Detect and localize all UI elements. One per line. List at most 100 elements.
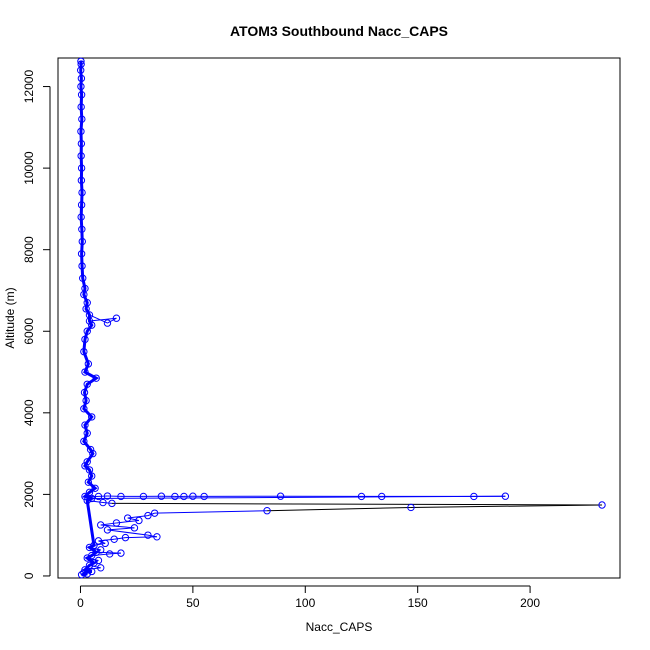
series-0-point (77, 103, 85, 111)
series-0-point (117, 549, 125, 557)
series-0-point (92, 374, 100, 382)
series-0-point (180, 492, 188, 501)
y-tick-label: 2000 (22, 481, 36, 508)
series-0-point (378, 492, 386, 501)
series-0-point (78, 225, 86, 233)
series-layer (77, 57, 606, 579)
series-0-segment (86, 555, 92, 559)
series-0-segment (80, 119, 83, 132)
series-0-point (85, 317, 94, 325)
series-0-point (135, 516, 143, 525)
x-axis: 0 50 100 150 200 (77, 585, 540, 610)
series-0-segment (81, 241, 83, 254)
series-0-point (598, 501, 606, 509)
series-0-segment (102, 502, 112, 504)
series-0-point (85, 543, 94, 552)
y-tick-label: 0 (22, 572, 36, 579)
series-0-point (94, 556, 103, 565)
series-0-segment (154, 510, 268, 514)
y-axis: 0 2000 4000 6000 8000 10000 12000 (22, 70, 51, 579)
series-0-segment (80, 217, 83, 230)
series-0-segment (83, 441, 91, 450)
series-0-point (82, 396, 90, 405)
series-0-point (83, 327, 91, 335)
series-0-segment (93, 560, 99, 564)
series-0-point (77, 57, 85, 65)
series-0-segment (83, 433, 88, 442)
y-tick-label: 6000 (22, 318, 36, 345)
series-0-point (77, 152, 85, 160)
x-tick-label: 0 (77, 596, 84, 610)
series-0-point (407, 503, 415, 512)
series-0-point (80, 405, 88, 413)
series-0-point (88, 413, 96, 421)
series-0-point (97, 521, 105, 529)
series-0-segment (89, 564, 101, 569)
series-0-segment (84, 461, 88, 467)
series-0-segment (83, 294, 88, 303)
series-0-point (103, 319, 112, 327)
series-0-point (89, 449, 97, 458)
series-0-point (94, 537, 103, 545)
series-0-point (78, 262, 86, 270)
series-0-segment (267, 506, 411, 512)
y-tick-label: 10000 (22, 151, 36, 185)
y-tick-label: 12000 (22, 70, 36, 104)
series-0-segment (83, 339, 86, 352)
series-0-point (276, 492, 285, 500)
series-0-point (77, 127, 85, 136)
series-0-point (83, 570, 91, 578)
series-0-point (470, 492, 478, 501)
series-0-point (117, 492, 125, 501)
series-0-point (77, 571, 86, 579)
series-0-segment (82, 278, 86, 289)
series-0-segment (84, 424, 88, 434)
series-0-point (112, 314, 121, 322)
series-0-segment (89, 320, 93, 326)
y-axis-label: Altitude (m) (3, 287, 17, 348)
series-0-point (83, 458, 91, 466)
series-0-point (81, 335, 89, 344)
series-0-point (88, 472, 96, 480)
series-0-segment (127, 517, 140, 521)
series-0-point (80, 568, 88, 577)
series-0-point (189, 492, 197, 500)
series-0-point (110, 535, 118, 543)
series-0-point (139, 492, 148, 501)
series-0-point (77, 201, 86, 209)
series-0-segment (83, 400, 87, 409)
series-0-point (153, 533, 161, 541)
series-0-point (77, 74, 86, 83)
series-0-segment (111, 502, 603, 506)
series-0-segment (86, 453, 94, 463)
series-0-point (80, 437, 88, 446)
series-0-segment (107, 317, 117, 324)
series-0-point (200, 492, 208, 501)
series-0-point (112, 519, 121, 527)
series-0-segment (87, 557, 99, 561)
series-0-segment (80, 106, 83, 120)
series-0-point (83, 429, 91, 437)
series-0-segment (89, 317, 117, 322)
series-0-point (78, 237, 86, 246)
series-0-point (81, 368, 89, 376)
series-0-point (86, 445, 95, 454)
plot-frame (57, 57, 621, 579)
series-0-point (144, 511, 152, 520)
series-0-point (77, 213, 85, 221)
series-0-segment (84, 363, 89, 373)
series-0-point (157, 492, 166, 500)
x-axis-label: Nacc_CAPS (306, 620, 373, 634)
series-0-point (108, 499, 116, 508)
series-0-point (91, 484, 99, 492)
x-tick-label: 150 (408, 596, 428, 610)
series-0-point (88, 567, 96, 576)
series-0-point (77, 91, 86, 99)
series-0-point (90, 559, 98, 567)
series-0-segment (86, 377, 97, 385)
series-0-point (123, 514, 132, 522)
series-0-point (78, 188, 86, 197)
series-0-point (77, 139, 86, 148)
series-0-point (83, 554, 91, 562)
